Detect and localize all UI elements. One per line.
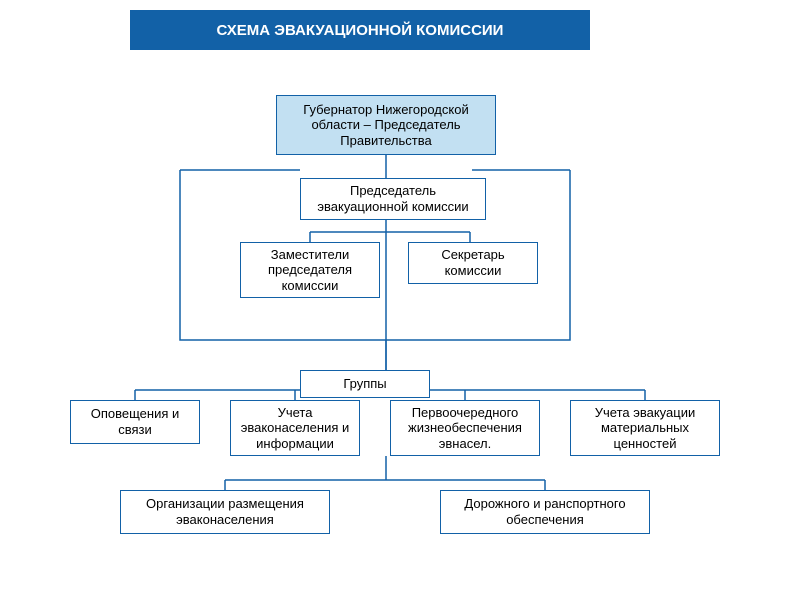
- node-label: Учета эвакуации материальных ценностей: [577, 405, 713, 452]
- diagram-title: СХЕМА ЭВАКУАЦИОННОЙ КОМИССИИ: [130, 10, 590, 50]
- node-label: Оповещения и связи: [77, 406, 193, 437]
- node-g2: Учета эваконаселения и информации: [230, 400, 360, 456]
- node-deputies: Заместители председателя комиссии: [240, 242, 380, 298]
- node-secretary: Секретарь комиссии: [408, 242, 538, 284]
- node-g4: Учета эвакуации материальных ценностей: [570, 400, 720, 456]
- node-label: Председатель эвакуационной комиссии: [307, 183, 479, 214]
- diagram-title-text: СХЕМА ЭВАКУАЦИОННОЙ КОМИССИИ: [217, 22, 504, 39]
- node-g3: Первоочередного жизнеобеспечения эвнасел…: [390, 400, 540, 456]
- node-label: Дорожного и ранспортного обеспечения: [447, 496, 643, 527]
- node-label: Первоочередного жизнеобеспечения эвнасел…: [397, 405, 533, 452]
- node-g5: Организации размещения эваконаселения: [120, 490, 330, 534]
- node-label: Группы: [343, 376, 386, 392]
- node-label: Губернатор Нижегородской области – Предс…: [283, 102, 489, 149]
- node-label: Секретарь комиссии: [415, 247, 531, 278]
- node-label: Заместители председателя комиссии: [247, 247, 373, 294]
- node-chairman: Председатель эвакуационной комиссии: [300, 178, 486, 220]
- node-g1: Оповещения и связи: [70, 400, 200, 444]
- node-governor: Губернатор Нижегородской области – Предс…: [276, 95, 496, 155]
- node-label: Учета эваконаселения и информации: [237, 405, 353, 452]
- node-label: Организации размещения эваконаселения: [127, 496, 323, 527]
- node-groups: Группы: [300, 370, 430, 398]
- node-g6: Дорожного и ранспортного обеспечения: [440, 490, 650, 534]
